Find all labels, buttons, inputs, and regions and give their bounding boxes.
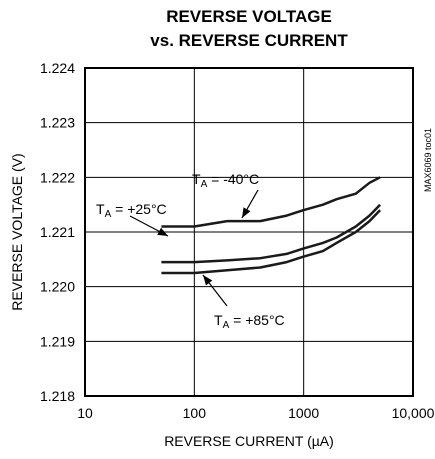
- arrow-minus40-head: [242, 207, 251, 218]
- annotation-ta-minus40-sub: A: [201, 179, 208, 190]
- series-line-1: [161, 203, 381, 264]
- series-line-0: [161, 176, 381, 228]
- annotation-ta-plus85-rest: = +85°C: [229, 312, 284, 328]
- arrow-plus25-head: [157, 227, 168, 236]
- annotation-ta-minus40: TA = -40°C: [192, 171, 259, 190]
- x-tick-label: 10: [77, 405, 93, 421]
- y-tick-label: 1.220: [40, 279, 75, 295]
- x-tick-labels: 10 100 1000 10,000: [77, 405, 434, 421]
- y-tick-label: 1.221: [40, 224, 75, 240]
- chart-title-line1: REVERSE VOLTAGE: [166, 7, 332, 26]
- y-tick-label: 1.224: [40, 60, 75, 76]
- series-line-2: [161, 209, 382, 275]
- grid: [85, 68, 413, 396]
- plot-frame: [84, 67, 414, 397]
- x-tick-label: 10,000: [392, 405, 435, 421]
- arrow-plus85-head: [203, 275, 213, 286]
- annotation-ta-plus25: TA = +25°C: [96, 201, 167, 220]
- x-tick-label: 100: [183, 405, 207, 421]
- chart-title-line2: vs. REVERSE CURRENT: [150, 31, 348, 50]
- y-tick-label: 1.222: [40, 169, 75, 185]
- x-axis-label: REVERSE CURRENT (µA): [164, 433, 334, 449]
- y-tick-label: 1.223: [40, 115, 75, 131]
- figure-code: MAX6069 toc01: [423, 128, 433, 192]
- annotation-ta-plus25-rest: = +25°C: [111, 201, 166, 217]
- annotation-ta-plus85-sub: A: [223, 320, 230, 331]
- annotation-ta-plus85: TA = +85°C: [214, 312, 285, 331]
- series-lines: [161, 176, 382, 275]
- annotation-arrows: [129, 189, 259, 307]
- x-tick-label: 1000: [288, 405, 319, 421]
- annotation-ta-minus40-rest: = -40°C: [207, 171, 259, 187]
- y-tick-labels: 1.218 1.219 1.220 1.221 1.222 1.223 1.224: [40, 60, 75, 404]
- y-axis-label: REVERSE VOLTAGE (V): [9, 153, 25, 310]
- annotation-ta-plus25-sub: A: [105, 209, 112, 220]
- y-tick-label: 1.219: [40, 333, 75, 349]
- y-tick-label: 1.218: [40, 388, 75, 404]
